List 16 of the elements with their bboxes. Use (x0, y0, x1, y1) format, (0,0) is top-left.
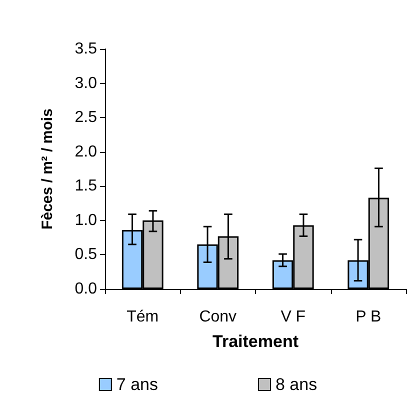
legend-label: 7 ans (116, 375, 158, 394)
x-tick-label: Tém (126, 308, 159, 326)
x-tick-label: V F (280, 308, 306, 326)
y-tick-label: 2.0 (74, 143, 98, 160)
legend-label: 8 ans (276, 375, 318, 394)
x-tick-label: P B (356, 308, 382, 326)
y-tick-label: 0.5 (74, 246, 98, 264)
y-tick-label: 2.5 (74, 109, 98, 126)
y-tick-label: 0.0 (74, 280, 98, 298)
y-tick-label: 3.0 (74, 74, 98, 92)
y-tick-label: 1.0 (74, 212, 98, 229)
y-tick-label: 1.5 (74, 178, 98, 195)
y-axis-title: Fèces / m² / mois (39, 108, 56, 230)
x-tick-label: Conv (199, 308, 237, 326)
x-axis-title: Traitement (212, 332, 299, 351)
y-tick-label: 3.5 (74, 40, 98, 58)
